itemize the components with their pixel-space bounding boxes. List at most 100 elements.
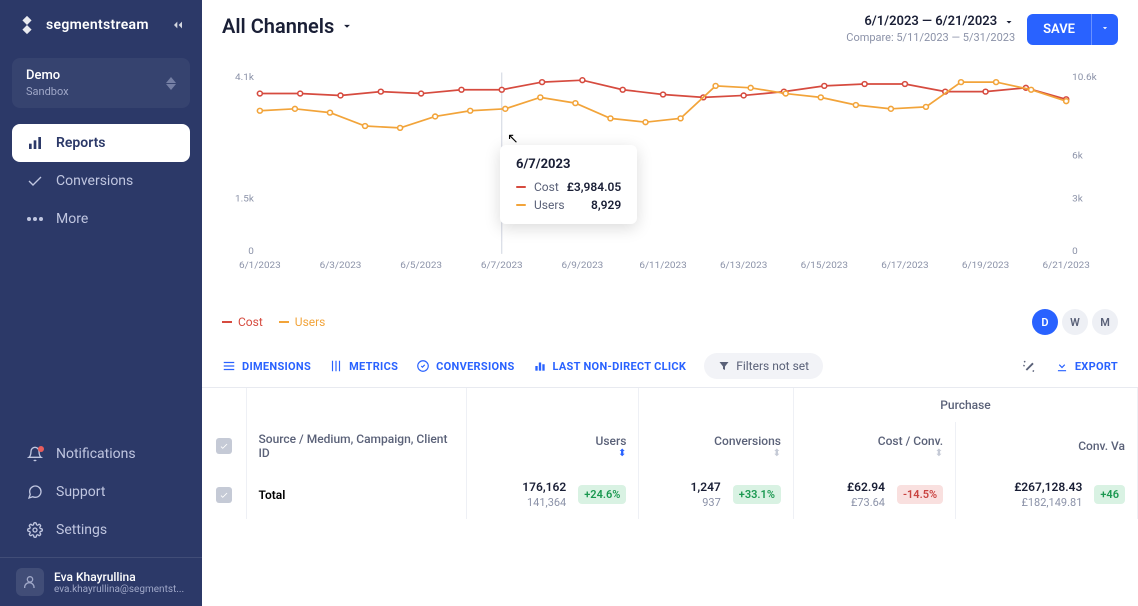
svg-text:6/11/2023: 6/11/2023 <box>639 260 686 271</box>
metrics-label: METRICS <box>349 360 398 373</box>
date-range-text: 6/1/2023 — 6/21/2023 <box>864 14 997 29</box>
dimensions-button[interactable]: DIMENSIONS <box>222 359 311 373</box>
attribution-label: LAST NON-DIRECT CLICK <box>553 360 687 373</box>
users-main: 176,162 <box>522 480 566 494</box>
cell-cost-conv: £62.94 £73.64 -14.5% <box>793 470 955 519</box>
user-name: Eva Khayrullina <box>54 570 184 584</box>
sidebar: segmentstream Demo Sandbox Reports Conve… <box>0 0 202 606</box>
export-label: EXPORT <box>1075 360 1118 373</box>
col-conversions[interactable]: Conversions ⬍ <box>639 422 794 470</box>
gear-icon <box>26 521 44 539</box>
svg-text:6/13/2023: 6/13/2023 <box>720 260 767 271</box>
conversions-delta: +33.1% <box>733 485 781 504</box>
cursor-icon: ↖ <box>507 131 519 147</box>
col-conversions-label: Conversions <box>651 434 781 448</box>
svg-text:3k: 3k <box>1072 194 1083 205</box>
header-checkbox-cell[interactable] <box>202 422 246 470</box>
filters-chip[interactable]: Filters not set <box>704 353 823 379</box>
logo-row: segmentstream <box>0 0 202 50</box>
main-content: All Channels 6/1/2023 — 6/21/2023 Compar… <box>202 0 1138 606</box>
sort-icon-inactive: ⬍ <box>806 448 943 459</box>
svg-text:0: 0 <box>248 246 254 257</box>
conversions-label: CONVERSIONS <box>436 360 514 373</box>
save-button-group: SAVE <box>1027 14 1118 45</box>
dimensions-label: DIMENSIONS <box>242 360 311 373</box>
nav-support[interactable]: Support <box>12 473 190 511</box>
metrics-button[interactable]: METRICS <box>329 359 398 373</box>
col-users[interactable]: Users ⬍ <box>466 422 639 470</box>
col-dimension[interactable]: Source / Medium, Campaign, Client ID <box>246 422 466 470</box>
page-title[interactable]: All Channels <box>222 14 354 38</box>
brand-logo-icon <box>16 14 38 36</box>
date-selector[interactable]: 6/1/2023 — 6/21/2023 Compare: 5/11/2023 … <box>846 14 1015 44</box>
table-column-header: Source / Medium, Campaign, Client ID Use… <box>202 422 1138 470</box>
nav-reports-label: Reports <box>56 135 106 151</box>
more-icon <box>26 210 44 228</box>
granularity-w[interactable]: W <box>1062 309 1088 335</box>
nav-settings[interactable]: Settings <box>12 511 190 549</box>
header: All Channels 6/1/2023 — 6/21/2023 Compar… <box>202 0 1138 53</box>
total-label: Total <box>246 470 466 519</box>
save-label: SAVE <box>1043 22 1075 37</box>
account-selector[interactable]: Demo Sandbox <box>12 58 190 108</box>
legend-users-label: Users <box>295 315 326 329</box>
tooltip-marker-users <box>516 204 526 206</box>
report-toolbar: DIMENSIONS METRICS CONVERSIONS LAST NON-… <box>202 345 1138 388</box>
tooltip-val-cost: £3,984.05 <box>567 180 621 194</box>
checkbox-icon <box>216 438 232 454</box>
svg-text:6/1/2023: 6/1/2023 <box>239 260 281 271</box>
col-users-label: Users <box>479 434 627 448</box>
cost-conv-sub: £73.64 <box>851 496 885 509</box>
row-checkbox-cell[interactable] <box>202 470 246 519</box>
chevron-down-icon <box>1100 23 1110 33</box>
conversions-sub: 937 <box>702 496 721 509</box>
nav-more[interactable]: More <box>12 200 190 238</box>
legend-row: Cost Users D W M <box>202 303 1138 345</box>
tooltip-label-users: Users <box>534 198 583 212</box>
granularity-d[interactable]: D <box>1032 309 1058 335</box>
cost-conv-main: £62.94 <box>847 480 885 494</box>
line-chart[interactable]: 4.1k1.5k010.6k6k3k06/1/20236/3/20236/5/2… <box>232 63 1108 273</box>
save-button[interactable]: SAVE <box>1027 14 1091 45</box>
avatar-icon <box>16 568 44 596</box>
attribution-button[interactable]: LAST NON-DIRECT CLICK <box>533 359 687 373</box>
sort-icon: ⬍ <box>479 448 627 459</box>
granularity-toggle: D W M <box>1032 309 1118 335</box>
nav-reports[interactable]: Reports <box>12 124 190 162</box>
legend-cost[interactable]: Cost <box>222 315 263 329</box>
notification-dot-icon <box>38 446 44 452</box>
reports-icon <box>26 134 44 152</box>
export-button[interactable]: EXPORT <box>1055 359 1118 373</box>
group-header-purchase: Purchase <box>793 388 1137 422</box>
users-sub: 141,364 <box>527 496 566 509</box>
user-row[interactable]: Eva Khayrullina eva.khayrullina@segments… <box>0 557 202 606</box>
nav-more-label: More <box>56 211 88 227</box>
target-icon <box>416 359 430 373</box>
col-cost-conv[interactable]: Cost / Conv. ⬍ <box>793 422 955 470</box>
download-icon <box>1055 359 1069 373</box>
nav-conversions-label: Conversions <box>56 173 133 189</box>
svg-text:10.6k: 10.6k <box>1072 72 1097 83</box>
svg-text:4.1k: 4.1k <box>235 72 254 83</box>
nav-notifications[interactable]: Notifications <box>12 435 190 473</box>
conv-val-sub: £182,149.81 <box>1021 496 1082 509</box>
svg-text:6/21/2023: 6/21/2023 <box>1043 260 1090 271</box>
legend-users[interactable]: Users <box>279 315 326 329</box>
svg-text:6/7/2023: 6/7/2023 <box>481 260 523 271</box>
chevron-down-icon <box>1003 16 1015 28</box>
tooltip-date: 6/7/2023 <box>516 157 621 172</box>
granularity-m[interactable]: M <box>1092 309 1118 335</box>
collapse-sidebar-icon[interactable] <box>170 17 186 33</box>
save-dropdown-button[interactable] <box>1091 14 1118 45</box>
nav-notifications-label: Notifications <box>56 446 136 462</box>
col-cost-conv-label: Cost / Conv. <box>806 434 943 448</box>
tooltip-label-cost: Cost <box>534 180 559 194</box>
conversions-button[interactable]: CONVERSIONS <box>416 359 514 373</box>
nav-conversions[interactable]: Conversions <box>12 162 190 200</box>
cell-users: 176,162 141,364 +24.6% <box>466 470 639 519</box>
col-conv-val[interactable]: Conv. Va <box>956 422 1138 470</box>
nav-settings-label: Settings <box>56 522 107 538</box>
tooltip-row-users: Users 8,929 <box>516 198 621 212</box>
conversions-main: 1,247 <box>691 480 721 494</box>
magic-wand-icon[interactable] <box>1021 358 1037 374</box>
